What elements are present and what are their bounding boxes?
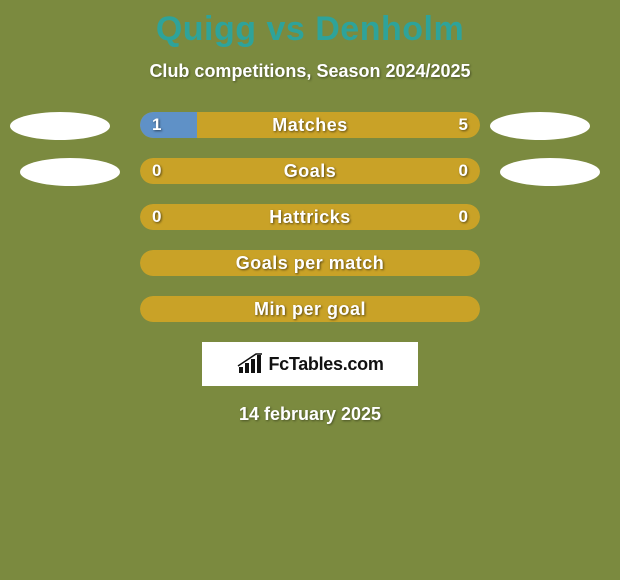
- stat-label: Min per goal: [140, 296, 480, 322]
- stat-bar: Goals0 0: [140, 158, 480, 184]
- bar-chart-icon: [236, 353, 264, 375]
- chart-area: Matches15Goals00Hattricks00Goals per mat…: [0, 112, 620, 322]
- stat-label: Goals: [140, 158, 480, 184]
- brand-suffix: .com: [343, 354, 384, 374]
- right-value: 5: [459, 112, 468, 138]
- vs-separator: vs: [257, 10, 316, 48]
- stat-label: Matches: [140, 112, 480, 138]
- brand-text: FcTables.com: [268, 354, 383, 375]
- player2-marker: [500, 158, 600, 186]
- page-title: Quigg vs Denholm: [0, 0, 620, 49]
- comparison-infographic: Quigg vs Denholm Club competitions, Seas…: [0, 0, 620, 580]
- player1-name: Quigg: [156, 10, 257, 48]
- player2-name: Denholm: [315, 10, 464, 48]
- stat-bar: Goals per match: [140, 250, 480, 276]
- brand-prefix: Fc: [268, 354, 288, 374]
- stat-label: Goals per match: [140, 250, 480, 276]
- brand-main: Tables: [289, 354, 343, 374]
- stat-label: Hattricks: [140, 204, 480, 230]
- stat-bar: Matches1 5: [140, 112, 480, 138]
- player2-marker: [490, 112, 590, 140]
- subtitle: Club competitions, Season 2024/2025: [0, 61, 620, 82]
- right-value: 0: [459, 158, 468, 184]
- player1-marker: [10, 112, 110, 140]
- left-value: 0: [152, 204, 161, 230]
- brand-logo: FcTables.com: [202, 342, 418, 386]
- stat-bar: Hattricks0 0: [140, 204, 480, 230]
- right-value: 0: [459, 204, 468, 230]
- left-value: 0: [152, 158, 161, 184]
- stat-bar: Min per goal: [140, 296, 480, 322]
- date-text: 14 february 2025: [0, 404, 620, 425]
- left-value: 1: [152, 112, 161, 138]
- player1-marker: [20, 158, 120, 186]
